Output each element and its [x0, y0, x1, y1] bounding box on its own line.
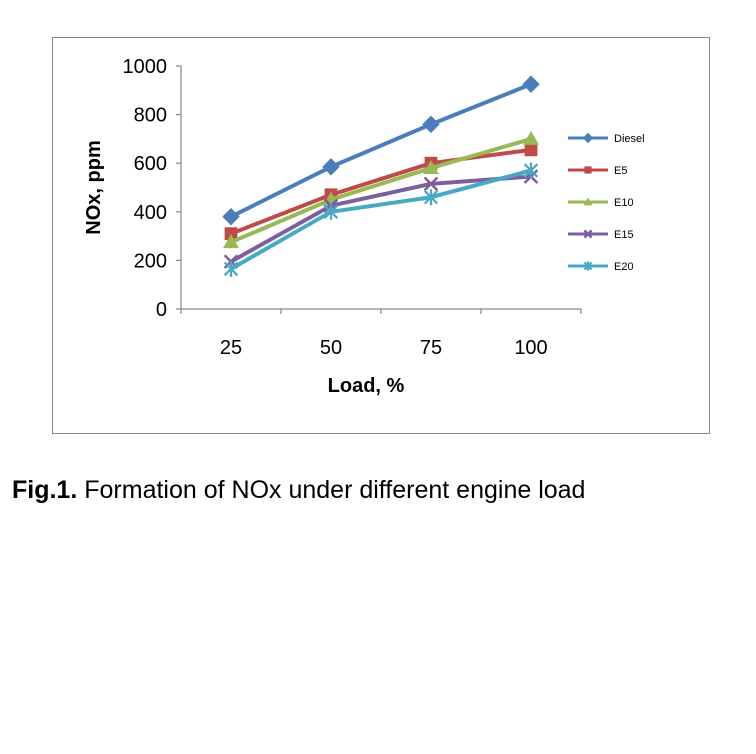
y-tick-label: 200 — [134, 250, 167, 272]
legend-marker-e20 — [583, 261, 593, 271]
y-tick-label: 0 — [156, 299, 167, 321]
data-point-e10 — [223, 234, 239, 249]
figure-label: Fig.1. — [12, 476, 78, 504]
y-tick-label: 800 — [134, 105, 167, 127]
chart-frame: 0 200 400 600 800 1000 25 50 75 100 Load, % NOx, pp… — [52, 37, 710, 434]
data-point-diesel — [322, 158, 340, 176]
x-tick-label: 25 — [220, 337, 242, 359]
data-point-e20 — [223, 260, 239, 277]
series-line-e10 — [230, 136, 532, 245]
y-tick-label: 1000 — [123, 56, 168, 78]
x-tick-label: 75 — [420, 337, 442, 359]
x-axis-title: Load, % — [328, 375, 405, 397]
legend-label-e10: E10 — [614, 197, 634, 209]
legend-marker-e15 — [583, 229, 593, 239]
legend-label-diesel: Diesel — [614, 133, 645, 145]
data-point-e10 — [423, 160, 439, 175]
chart: 0 200 400 600 800 1000 25 50 75 100 Load, % NOx, pp… — [83, 56, 645, 397]
legend-marker-e10 — [583, 197, 593, 206]
data-point-e15 — [423, 176, 439, 192]
legend-marker-diesel — [582, 132, 594, 144]
data-point-e20 — [323, 203, 339, 220]
y-tick-label: 600 — [134, 153, 167, 175]
legend-marker-e5 — [584, 166, 592, 174]
y-tick-label: 400 — [134, 202, 167, 224]
data-point-diesel — [522, 75, 540, 93]
legend-label-e5: E5 — [614, 165, 627, 177]
series-line-diesel — [230, 82, 532, 219]
data-point-diesel — [222, 207, 240, 226]
series-line-e15 — [230, 174, 532, 264]
series-line-e20 — [230, 168, 532, 271]
figure-caption-text: Formation of NOx under different engine … — [77, 476, 586, 504]
data-point-diesel — [422, 115, 440, 134]
x-tick-label: 50 — [320, 337, 342, 359]
legend-label-e20: E20 — [614, 261, 634, 273]
figure-caption: Fig.1. Formation of NOx under different … — [12, 476, 752, 505]
y-axis-title: NOx, ppm — [83, 140, 105, 234]
data-point-e10 — [523, 130, 539, 145]
data-point-e20 — [423, 189, 439, 206]
legend-label-e15: E15 — [614, 229, 634, 241]
data-point-e5 — [524, 143, 538, 157]
x-tick-label: 100 — [514, 337, 547, 359]
data-point-e5 — [224, 227, 238, 241]
series-line-e5 — [230, 147, 532, 236]
data-point-e20 — [523, 162, 539, 179]
